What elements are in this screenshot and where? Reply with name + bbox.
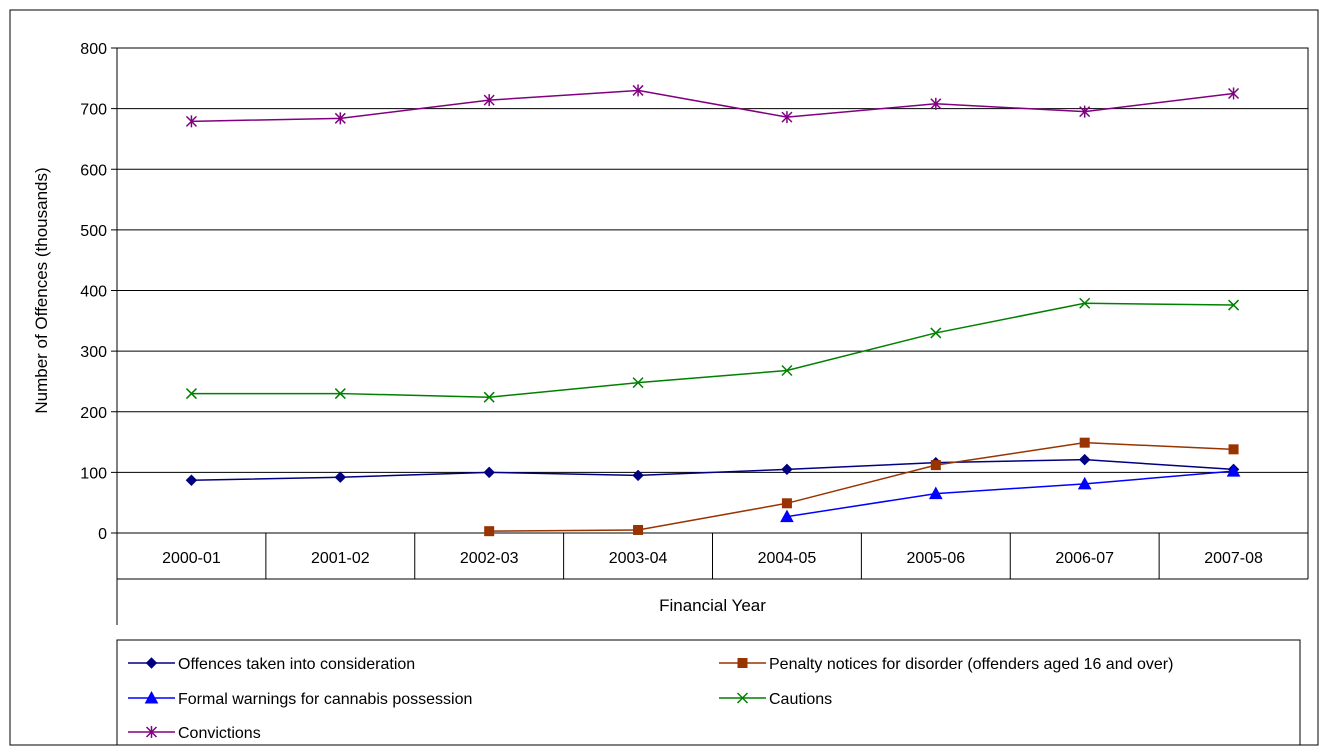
data-point: [1079, 437, 1090, 448]
series-line: [786, 470, 1234, 518]
legend-item: Penalty notices for disorder (offenders …: [719, 656, 1173, 673]
y-tick-label: 700: [80, 102, 107, 119]
data-point: [930, 460, 941, 471]
x-tick-label: 2004-05: [758, 550, 817, 567]
legend-label: Penalty notices for disorder (offenders …: [769, 656, 1173, 673]
data-point: [930, 97, 942, 110]
data-point: [483, 466, 495, 479]
chart-border: [9, 9, 1319, 746]
x-tick-label: 2002-03: [460, 550, 519, 567]
series-line: [489, 441, 1234, 532]
x-tick-label: 2001-02: [311, 550, 370, 567]
data-point: [781, 463, 793, 476]
data-point: [185, 388, 197, 400]
legend-box: [116, 639, 1301, 746]
data-point: [483, 94, 495, 107]
data-point: [632, 377, 644, 389]
data-point: [632, 469, 644, 482]
legend-item: Convictions: [128, 725, 261, 742]
y-axis-title: Number of Offences (thousands): [32, 167, 51, 413]
x-tick-label: 2006-07: [1055, 550, 1114, 567]
data-point: [185, 115, 197, 128]
legend-label: Cautions: [769, 691, 832, 708]
x-axis-title: Financial Year: [659, 596, 766, 615]
data-point: [1226, 464, 1241, 477]
data-point: [483, 391, 495, 403]
y-tick-label: 800: [80, 41, 107, 58]
data-point: [1078, 453, 1091, 466]
data-point: [185, 474, 198, 486]
legend-label: Offences taken into consideration: [178, 656, 415, 673]
y-tick-label: 400: [80, 284, 107, 301]
data-point: [928, 486, 943, 500]
y-tick-label: 100: [80, 465, 107, 482]
data-point: [1228, 87, 1240, 100]
series-3: [185, 297, 1240, 403]
series-2: [780, 464, 1241, 523]
legend-label: Convictions: [178, 725, 261, 742]
series-line: [191, 458, 1234, 482]
x-axis-category-table: 2000-01 2001-02 2002-03 2003-04 2004-05 2005-…: [116, 533, 1309, 625]
data-point: [1079, 105, 1091, 118]
legend-item: Offences taken into consideration: [128, 656, 415, 673]
data-point: [632, 84, 644, 97]
data-point: [930, 327, 942, 339]
data-point: [1079, 297, 1091, 309]
legend-item: Cautions: [719, 691, 832, 708]
series-4: [185, 84, 1240, 128]
data-point: [633, 524, 644, 535]
legend-label: Formal warnings for cannabis possession: [178, 691, 472, 708]
legend-item: Formal warnings for cannabis possession: [128, 690, 472, 708]
series-0: [185, 453, 1240, 486]
x-tick-label: 2003-04: [609, 550, 668, 567]
x-tick-label: 2007-08: [1204, 550, 1263, 567]
legend-swatch-marker: [144, 690, 159, 704]
legend-swatch-marker: [145, 657, 158, 669]
series-1: [484, 437, 1239, 537]
series-line: [191, 89, 1234, 123]
data-point: [781, 111, 793, 124]
series-layer: [185, 84, 1241, 537]
data-point: [334, 388, 346, 400]
data-point: [781, 364, 793, 377]
x-tick-label: 2005-06: [906, 550, 965, 567]
y-tick-label: 500: [80, 223, 107, 240]
legend-swatch-marker: [736, 692, 749, 704]
data-point: [1228, 299, 1240, 311]
series-line: [191, 302, 1234, 398]
y-axis-ticks: 0 100 200 300 400 500 600 700 800: [80, 41, 117, 543]
legend-swatch-marker: [145, 726, 158, 738]
data-point: [334, 112, 346, 125]
data-point: [484, 526, 495, 537]
data-point: [1077, 476, 1092, 490]
y-tick-label: 200: [80, 405, 107, 422]
y-tick-label: 300: [80, 344, 107, 361]
legend-swatch-marker: [737, 658, 748, 668]
data-point: [780, 509, 794, 523]
data-point: [334, 471, 347, 483]
data-point: [1228, 444, 1239, 455]
y-tick-label: 0: [98, 526, 107, 543]
data-point: [781, 498, 792, 509]
x-tick-label: 2000-01: [162, 550, 221, 567]
y-tick-label: 600: [80, 162, 107, 179]
legend: Offences taken into consideration Penalty…: [116, 639, 1301, 746]
